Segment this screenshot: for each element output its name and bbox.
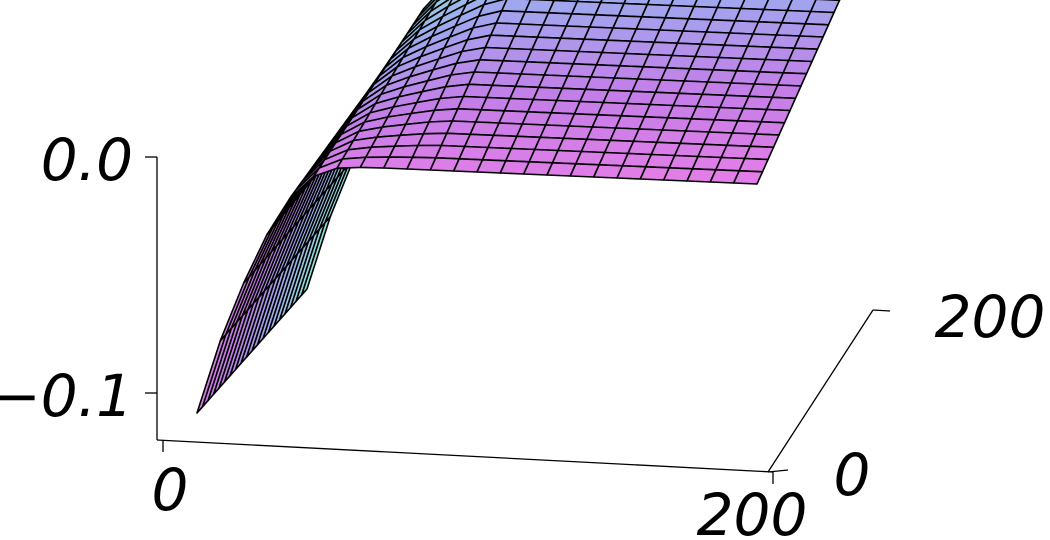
y-tick-label-200: 200 <box>935 283 1046 351</box>
surface-cell <box>447 0 462 8</box>
surface-cell <box>738 157 769 173</box>
x-axis-line <box>156 439 774 473</box>
surface-cell <box>793 35 824 51</box>
surface-cell <box>798 22 830 38</box>
x-tick-label-0: 0 <box>152 456 189 524</box>
surface-cell <box>804 10 835 26</box>
surface-cell <box>749 133 780 149</box>
tick-labels: 0.0 −0.1 0 200 0 200 <box>0 126 1045 540</box>
surface-cell <box>743 145 775 161</box>
surface-cell <box>732 170 764 185</box>
plot-axes <box>145 156 891 484</box>
y-axis-line <box>767 309 874 473</box>
y-tick-200 <box>872 309 891 312</box>
z-tick-label-minus-0-1: −0.1 <box>0 362 133 430</box>
surface-cell <box>782 59 813 75</box>
y-tick-label-0: 0 <box>834 441 871 509</box>
surface-cell <box>776 72 808 87</box>
surface-cell <box>754 121 786 136</box>
surface-mesh <box>196 0 841 414</box>
surface-cell <box>771 84 802 100</box>
surface-cell <box>760 108 791 124</box>
surface-cell <box>809 0 841 14</box>
z-tick-label-0: 0.0 <box>41 126 133 194</box>
x-tick-label-200: 200 <box>697 481 808 540</box>
surface-cell <box>765 96 797 112</box>
surface-cell <box>787 47 819 63</box>
y-tick-0 <box>767 469 789 473</box>
